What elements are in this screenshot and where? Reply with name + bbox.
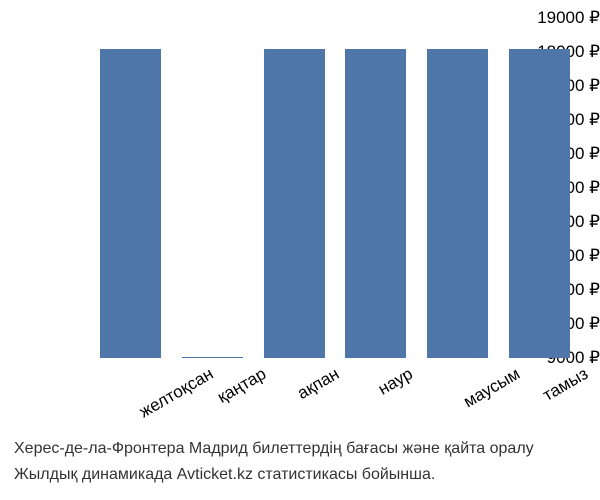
bar xyxy=(100,49,161,358)
bar xyxy=(264,49,325,358)
bar xyxy=(509,49,570,358)
x-tick-label: қаңтар xyxy=(214,364,270,408)
caption-line-2: Жылдық динамикада Avticket.kz статистика… xyxy=(14,466,600,484)
x-tick-label: ақпан xyxy=(294,364,343,404)
bar xyxy=(182,357,243,358)
plot-area xyxy=(90,18,580,358)
bar xyxy=(345,49,406,358)
x-tick-label: желтоқсан xyxy=(136,364,217,422)
chart-root: { "chart": { "type": "bar", "background_… xyxy=(0,0,600,500)
caption-line-1: Херес-де-ла-Фронтера Мадрид билеттердің … xyxy=(14,440,600,458)
x-tick-label: тамыз xyxy=(540,364,592,406)
x-tick-label: наур xyxy=(375,364,417,400)
bar xyxy=(427,49,488,358)
x-tick-label: маусым xyxy=(460,364,523,412)
